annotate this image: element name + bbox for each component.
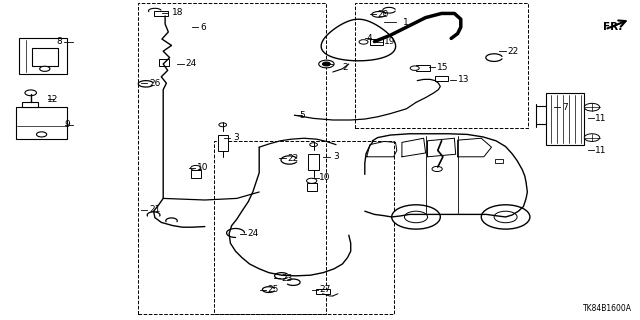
Bar [19,38,67,74]
Circle shape [404,211,428,223]
Text: 3: 3 [333,152,339,161]
Circle shape [40,66,50,71]
Text: 1: 1 [403,18,409,27]
Text: 15: 15 [436,63,448,72]
Text: 4: 4 [367,34,372,43]
Bar [307,183,317,191]
Text: FR.: FR. [603,22,622,32]
Text: 19: 19 [384,37,396,46]
Bar [218,135,228,151]
Bar [138,3,326,314]
Bar [32,48,58,66]
Bar [214,141,394,314]
Circle shape [432,166,442,172]
Text: 18: 18 [172,8,183,17]
Text: 27: 27 [319,285,331,294]
Circle shape [392,205,440,229]
Text: 25: 25 [268,285,279,294]
Bar [546,93,584,145]
Circle shape [219,123,227,127]
Text: 7: 7 [562,103,568,112]
Bar [159,59,169,66]
Circle shape [323,62,330,66]
Text: 2: 2 [342,63,348,72]
Text: 10: 10 [319,173,331,182]
Text: 8: 8 [56,37,62,46]
Text: 22: 22 [508,47,519,56]
Bar [308,154,319,170]
Text: TK84B1600A: TK84B1600A [583,304,632,313]
Text: 10: 10 [197,164,209,172]
Bar [154,11,168,16]
Bar [316,289,330,294]
Bar [355,3,528,128]
Text: 6: 6 [200,23,206,32]
Text: 11: 11 [595,114,607,123]
Text: 12: 12 [47,95,58,104]
Text: 5: 5 [300,111,305,120]
Circle shape [494,211,517,223]
Text: 26: 26 [149,79,161,88]
Text: 23: 23 [282,274,293,283]
Circle shape [310,143,317,147]
Text: 11: 11 [595,146,607,155]
Bar [435,76,448,81]
Text: 24: 24 [248,229,259,238]
Bar [416,65,430,71]
Text: 13: 13 [458,76,470,84]
Bar [191,170,201,178]
Circle shape [584,103,600,111]
Text: 9: 9 [64,120,70,129]
Text: 20: 20 [378,10,389,19]
Bar [16,107,67,139]
Circle shape [481,205,530,229]
Text: 3: 3 [234,133,239,142]
Bar [22,102,38,107]
Circle shape [307,178,317,183]
Circle shape [584,134,600,141]
Bar [495,159,503,163]
Circle shape [36,132,47,137]
Circle shape [25,90,36,96]
Bar [370,39,383,45]
Text: 24: 24 [186,60,197,68]
Circle shape [319,60,334,68]
Circle shape [410,66,419,70]
Circle shape [359,40,368,44]
Circle shape [191,165,201,171]
Text: 21: 21 [149,205,161,214]
Text: 22: 22 [287,154,299,163]
